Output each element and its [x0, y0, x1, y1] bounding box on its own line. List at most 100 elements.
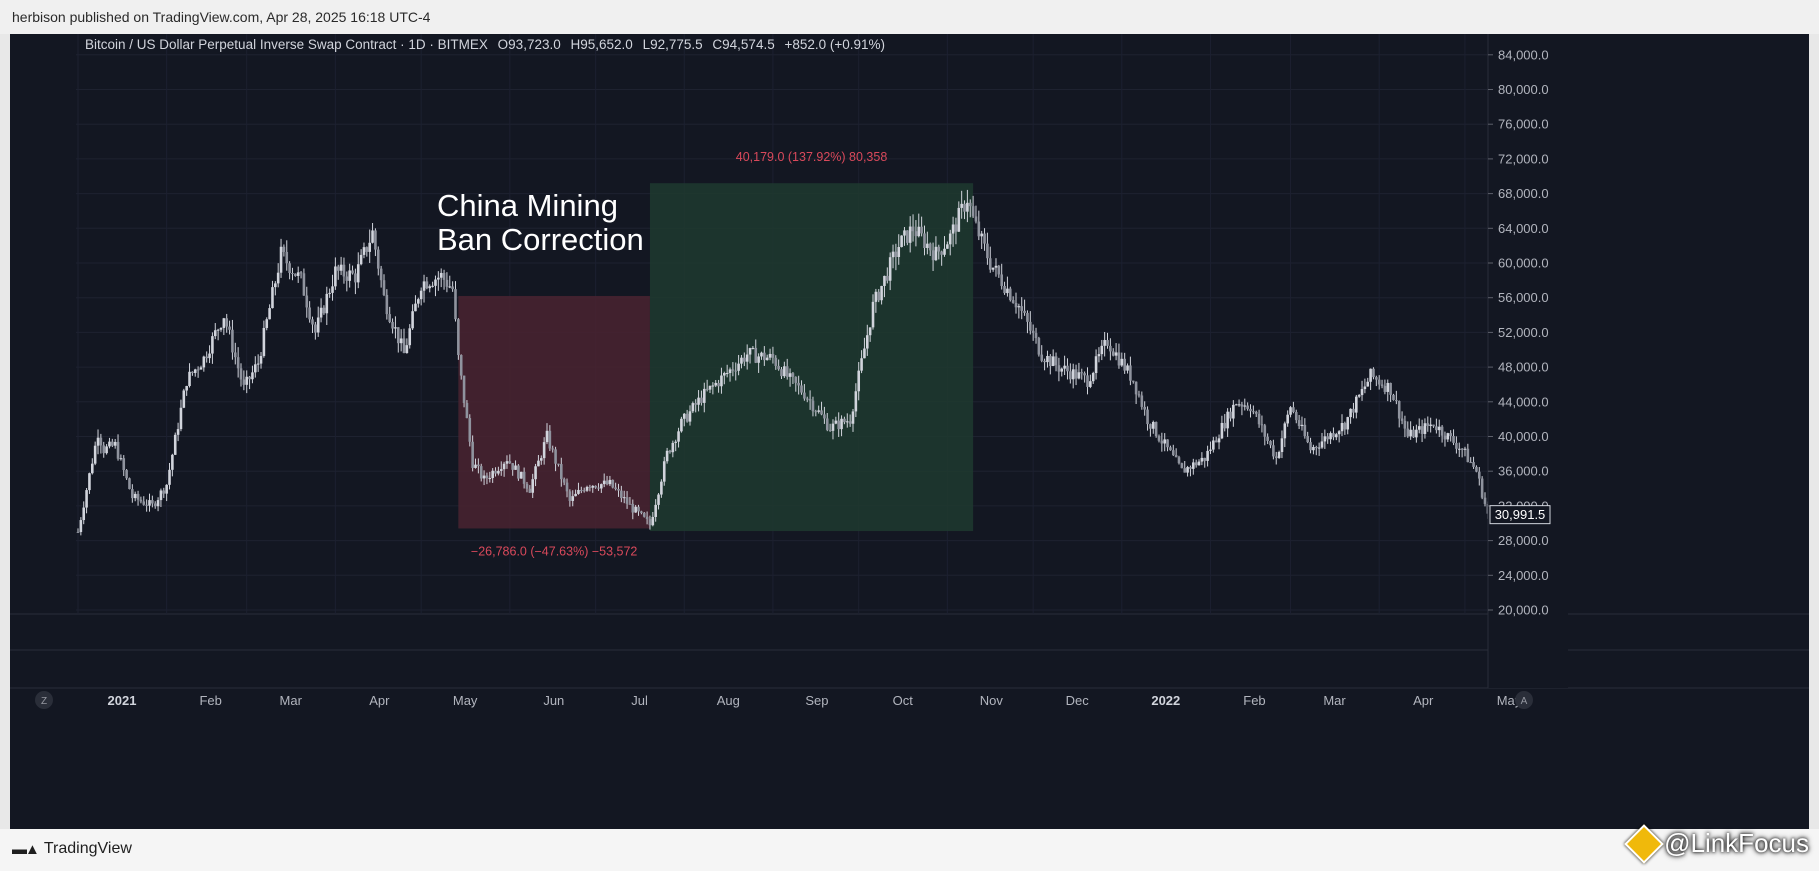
candle [585, 485, 589, 492]
candle [1189, 465, 1192, 477]
candle [1006, 276, 1009, 297]
candle [857, 362, 861, 401]
rally-range-label: 40,179.0 (137.92%) 80,358 [736, 150, 888, 164]
candle [1057, 357, 1061, 382]
time-axis: 2021 Feb Mar Apr May Jun Jul Aug Sep Oct Nov Dec 202… [108, 693, 1522, 708]
candle [986, 232, 989, 265]
candle [662, 456, 666, 486]
candle [897, 234, 901, 265]
z-button[interactable]: Z [35, 691, 53, 709]
candle [196, 366, 200, 378]
candle [708, 385, 712, 394]
candle [1071, 363, 1075, 389]
candle [894, 243, 898, 271]
candle [1477, 467, 1481, 486]
candle [408, 324, 412, 349]
candle [700, 390, 703, 406]
candle [216, 328, 220, 341]
a-button[interactable]: A [1515, 691, 1533, 709]
candle [477, 458, 480, 474]
candle [1243, 398, 1247, 411]
candle [302, 268, 306, 296]
candle [582, 487, 586, 493]
candle [820, 401, 823, 416]
candle [105, 444, 108, 455]
candle [928, 242, 932, 256]
candle [122, 455, 126, 476]
time-tick-label: Oct [893, 693, 914, 708]
candle [139, 496, 143, 504]
rally-range-box[interactable] [649, 183, 974, 532]
candle [883, 275, 886, 298]
candle [725, 364, 729, 378]
candle [1329, 431, 1332, 445]
candle [336, 264, 340, 280]
candle [345, 271, 349, 292]
candle [1043, 358, 1046, 371]
candle [1403, 415, 1407, 438]
candle [845, 413, 849, 428]
candle [1372, 367, 1375, 380]
candle [494, 467, 497, 477]
candle [800, 380, 803, 395]
candle [645, 511, 649, 525]
candle [322, 305, 326, 315]
candle [314, 321, 317, 340]
z-button-label: Z [41, 696, 47, 707]
candle [1180, 462, 1184, 469]
candle [1483, 492, 1487, 507]
candle [1097, 347, 1101, 363]
candle [880, 285, 883, 305]
candle [1003, 281, 1006, 295]
candle [1031, 324, 1035, 341]
candle [648, 515, 652, 530]
candle [805, 396, 809, 403]
annotation-line-1: China Mining [437, 188, 618, 223]
candle [1103, 331, 1106, 357]
candle [783, 361, 786, 378]
candle [657, 493, 660, 510]
publisher-text: herbison published on TradingView.com, A… [12, 9, 431, 25]
time-tick-label: May [1497, 693, 1522, 708]
candle [1106, 332, 1109, 349]
annotation-line-2: Ban Correction [437, 222, 644, 257]
candle [668, 449, 672, 454]
watermark: @LinkFocus [1624, 823, 1809, 864]
candle [1397, 400, 1401, 428]
candle [125, 469, 128, 480]
candle [951, 216, 955, 247]
candle [1337, 430, 1341, 443]
candle [1069, 363, 1072, 384]
candle [1463, 446, 1467, 457]
candle [1046, 350, 1049, 368]
candle [445, 272, 449, 293]
candle [113, 438, 117, 449]
candle [851, 408, 855, 432]
candle [705, 379, 709, 392]
candle [268, 304, 271, 320]
tradingview-logo[interactable]: ▬▲ TradingView [12, 840, 132, 858]
candle [1157, 434, 1161, 443]
candle [1352, 402, 1355, 419]
candle [1274, 451, 1278, 465]
candle [811, 396, 815, 417]
candle [1254, 410, 1258, 417]
candle [748, 347, 752, 364]
candle [674, 439, 677, 452]
candle [834, 416, 838, 425]
candle [376, 246, 380, 276]
candle [1375, 375, 1378, 387]
candle [211, 332, 214, 364]
candle [153, 501, 157, 509]
candle [434, 275, 437, 297]
candle [565, 478, 569, 498]
candle [1269, 440, 1272, 449]
candle [1120, 352, 1124, 367]
candle [854, 383, 858, 418]
candle [468, 414, 472, 447]
candle [108, 437, 111, 449]
candle [557, 463, 560, 467]
candle [817, 405, 820, 414]
candle [1406, 421, 1410, 438]
